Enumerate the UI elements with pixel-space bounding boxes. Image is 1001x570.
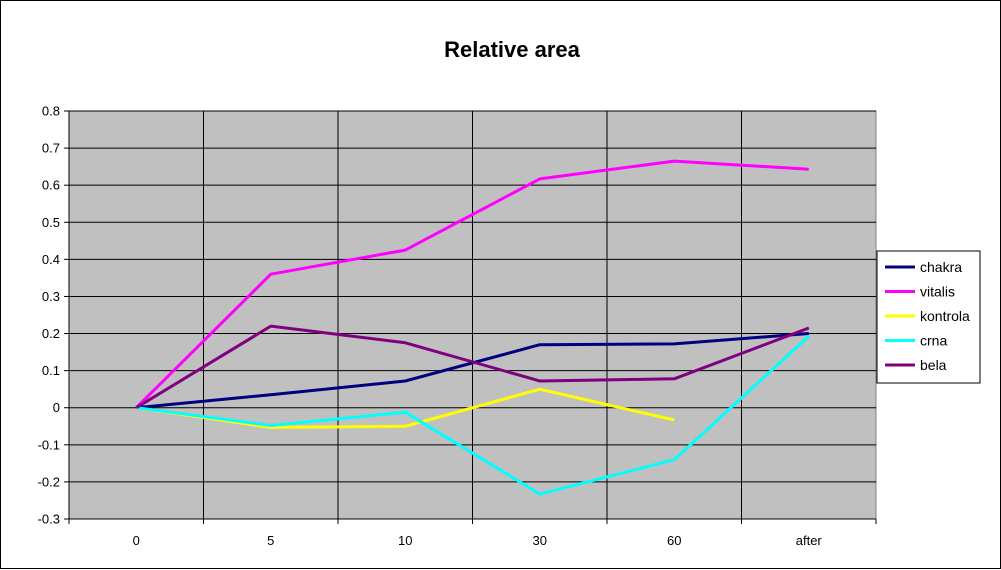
legend-label-bela: bela [920, 357, 947, 373]
x-tick-label: 5 [267, 533, 274, 548]
series-line-bela [135, 324, 810, 409]
legend-label-kontrola: kontrola [920, 308, 970, 324]
x-tick-label: 30 [533, 533, 547, 548]
x-tick-label: after [796, 533, 823, 548]
series-line-crna [136, 334, 810, 496]
y-tick-label: 0 [53, 400, 60, 415]
series-lines [135, 159, 810, 496]
legend: chakra vitalis kontrola crna bela [876, 250, 981, 384]
series-line-vitalis [135, 159, 809, 409]
y-tick-label: 0.8 [42, 104, 60, 119]
x-tick-label: 60 [667, 533, 681, 548]
y-tick-label: 0.2 [42, 326, 60, 341]
x-tick-label: 0 [133, 533, 140, 548]
y-tick-label: -0.1 [38, 437, 60, 452]
y-tick-label: -0.2 [38, 474, 60, 489]
legend-label-chakra: chakra [920, 259, 962, 275]
y-tick-label: 0.4 [42, 252, 60, 267]
legend-label-crna: crna [920, 333, 947, 349]
legend-label-vitalis: vitalis [920, 284, 955, 300]
chart-title: Relative area [444, 37, 581, 62]
y-tick-label: -0.3 [38, 512, 60, 527]
axes: 0.8 0.7 0.6 0.5 0.4 0.3 0.2 0.1 0 -0.1 -0.2 -0.3 0 5 1… [38, 104, 877, 548]
y-tick-label: 0.6 [42, 178, 60, 193]
y-tick-label: 0.1 [42, 363, 60, 378]
y-tick-label: 0.3 [42, 289, 60, 304]
y-tick-label: 0.7 [42, 141, 60, 156]
x-tick-label: 10 [398, 533, 412, 548]
y-tick-label: 0.5 [42, 215, 60, 230]
